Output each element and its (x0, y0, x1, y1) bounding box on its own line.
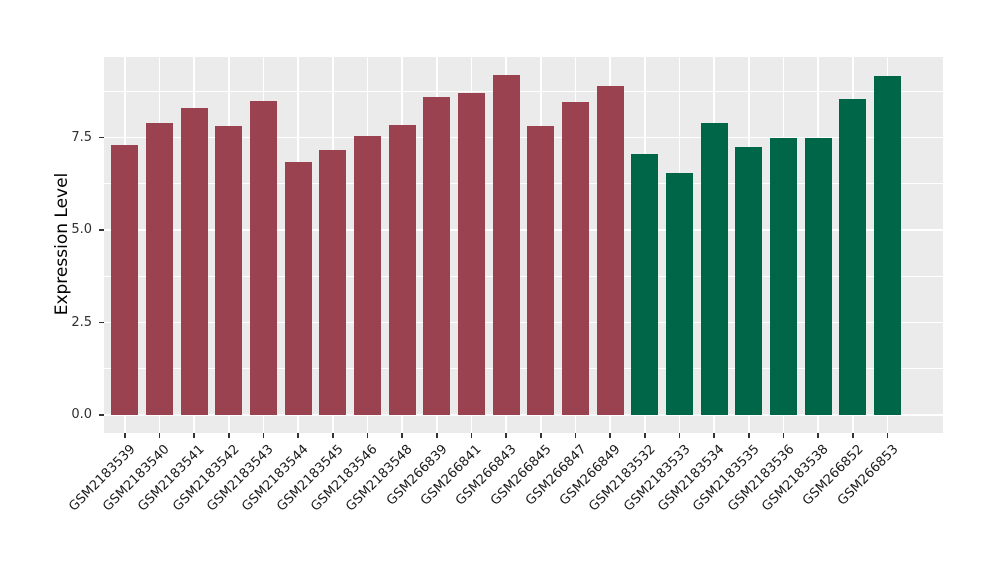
y-tick-label: 7.5 (71, 129, 92, 145)
bar (388, 124, 416, 415)
major-gridline (104, 229, 943, 231)
x-tick-mark (228, 433, 230, 438)
bar (249, 100, 277, 415)
bar (111, 144, 139, 415)
minor-gridline (104, 183, 943, 185)
bar (180, 107, 208, 415)
x-tick-mark (158, 433, 161, 438)
bar (596, 85, 624, 415)
bar (457, 93, 485, 415)
x-tick-mark (886, 433, 889, 438)
y-tick-label: 2.5 (71, 314, 92, 330)
x-tick-mark (297, 433, 299, 438)
y-tick-mark (99, 136, 104, 139)
bar (700, 122, 728, 415)
plot-panel (104, 57, 943, 433)
bar (319, 150, 347, 415)
major-gridline (104, 321, 943, 324)
x-tick-mark (366, 433, 369, 438)
x-tick-mark (852, 433, 854, 438)
major-gridline (104, 136, 943, 139)
x-tick-mark (401, 433, 403, 438)
bar (666, 172, 693, 415)
x-tick-mark (470, 433, 473, 438)
x-tick-mark (678, 433, 681, 438)
x-tick-mark (609, 433, 611, 438)
bar (145, 122, 173, 415)
y-tick-label: 0.0 (71, 407, 92, 422)
y-tick-mark (99, 414, 104, 416)
x-tick-mark (574, 433, 577, 438)
bar (353, 135, 381, 415)
x-tick-mark (540, 433, 542, 438)
bar (562, 102, 589, 415)
y-tick-mark (99, 321, 104, 324)
x-tick-mark (748, 433, 750, 438)
y-tick-mark (99, 229, 104, 231)
y-tick-label: 5.0 (71, 222, 92, 237)
bar (527, 126, 555, 415)
x-tick-mark (124, 433, 126, 438)
x-tick-mark (817, 433, 819, 438)
bar (804, 137, 832, 415)
major-gridline (104, 414, 943, 416)
x-tick-mark (505, 433, 507, 438)
x-tick-mark (193, 433, 195, 438)
x-tick-mark (644, 433, 646, 438)
x-tick-mark (782, 433, 785, 438)
x-tick-mark (713, 433, 715, 438)
bar (215, 126, 243, 415)
x-tick-mark (262, 433, 265, 438)
minor-gridline (104, 368, 943, 370)
bar (423, 96, 451, 415)
bar (874, 76, 902, 415)
bar (492, 74, 520, 415)
bar (631, 154, 659, 415)
minor-gridline (104, 275, 943, 277)
bar (839, 98, 867, 415)
bar (735, 146, 763, 415)
minor-gridline (104, 90, 943, 92)
bar (284, 161, 312, 415)
x-tick-mark (436, 433, 438, 438)
x-tick-mark (332, 433, 334, 438)
bar (770, 137, 798, 415)
